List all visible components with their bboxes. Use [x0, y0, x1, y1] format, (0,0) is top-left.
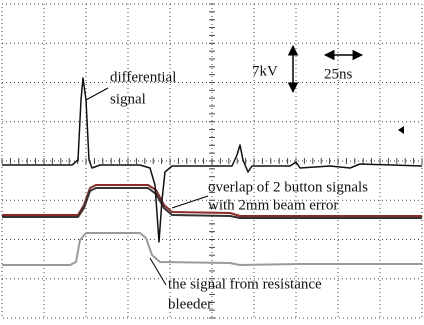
grid	[2, 4, 422, 318]
trigger-marker	[398, 126, 404, 134]
annotation: with 2mm beam error	[208, 197, 338, 213]
annotation: bleeder	[168, 296, 212, 312]
annotation: overlap of 2 button signals	[208, 179, 368, 195]
leader-line	[86, 88, 108, 100]
voltage-scale: 7kV	[252, 63, 278, 79]
annotation: the signal from resistance	[168, 276, 322, 292]
page: differential signal 7kV 25ns overlap of …	[0, 0, 424, 325]
annotation: differential	[110, 69, 176, 85]
scope-screen: differential signal 7kV 25ns overlap of …	[0, 0, 424, 325]
time-scale: 25ns	[324, 66, 353, 82]
annotation: signal	[110, 91, 146, 107]
leader-line	[172, 196, 208, 208]
